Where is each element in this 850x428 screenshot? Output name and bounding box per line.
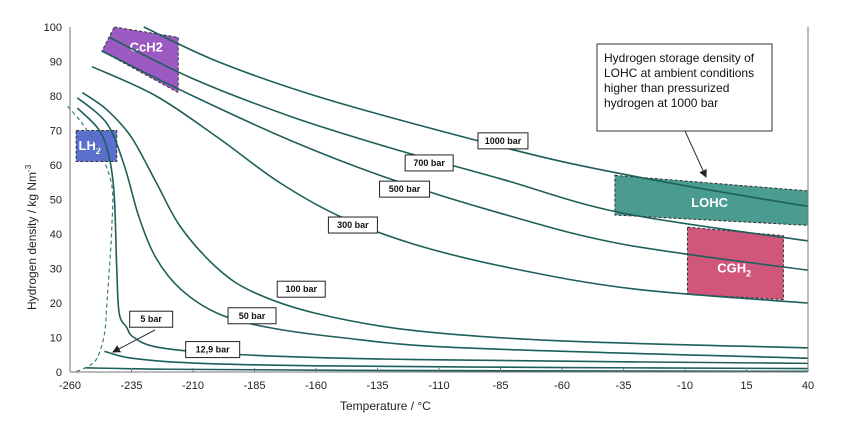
annotation-text-line: hydrogen at 1000 bar bbox=[604, 96, 718, 110]
y-tick-label: 30 bbox=[50, 264, 62, 276]
series-label: 100 bar bbox=[285, 284, 317, 294]
annotation-arrow bbox=[684, 130, 707, 178]
label-box-border bbox=[227, 307, 277, 325]
label-box-border bbox=[404, 154, 454, 172]
x-tick-label: -110 bbox=[428, 380, 449, 392]
y-tick-label: 20 bbox=[50, 298, 62, 310]
x-tick-label: 40 bbox=[802, 380, 814, 392]
region-label-text: CcH2 bbox=[130, 40, 163, 55]
series-label-box: 5 bar bbox=[129, 310, 174, 328]
region-label: LOHC bbox=[691, 195, 728, 210]
isobar-line-5-bar bbox=[104, 350, 809, 370]
y-axis-title-text: Hydrogen density / kg Nm bbox=[25, 172, 39, 310]
x-tick-label: -10 bbox=[677, 380, 693, 392]
y-tick-label: 10 bbox=[50, 333, 62, 345]
isobar-line-12-9-bar bbox=[76, 107, 809, 365]
y-tick-label: 90 bbox=[50, 57, 62, 69]
x-tick-label: -160 bbox=[305, 380, 327, 392]
series-label-box: 300 bar bbox=[327, 216, 378, 234]
label-box-border bbox=[477, 132, 529, 150]
x-tick-label: -235 bbox=[120, 380, 142, 392]
label-box-border bbox=[276, 280, 326, 298]
isobar-line-1000-bar bbox=[143, 26, 809, 208]
annotation-text-line: higher than pressurized bbox=[604, 81, 729, 95]
annotation-text-line: Hydrogen storage density of bbox=[604, 51, 755, 65]
region-cgh bbox=[686, 226, 784, 301]
y-tick-label: 0 bbox=[56, 367, 62, 379]
label-box-border bbox=[327, 216, 378, 234]
x-axis-title: Temperature / °C bbox=[340, 399, 431, 413]
5-bar-arrow bbox=[112, 329, 156, 353]
region-label-subscript: 2 bbox=[746, 269, 751, 279]
series-label: 1000 bar bbox=[485, 136, 522, 146]
series-label-box: 1000 bar bbox=[477, 132, 529, 150]
series-label: 500 bar bbox=[389, 184, 421, 194]
isobar-line-100-bar bbox=[81, 91, 809, 349]
series-label-box: 12,9 bar bbox=[185, 341, 241, 359]
x-tick-label: -85 bbox=[493, 380, 509, 392]
label-box-border bbox=[379, 180, 431, 198]
region-label-text: LH bbox=[79, 138, 96, 153]
x-tick-label: -260 bbox=[59, 380, 81, 392]
series-label: 300 bar bbox=[337, 220, 369, 230]
annotation-text-line: LOHC at ambient conditions bbox=[604, 66, 754, 80]
series-label: 5 bar bbox=[140, 314, 162, 324]
y-axis-title-superscript: -3 bbox=[24, 164, 33, 172]
x-tick-label: -185 bbox=[243, 380, 265, 392]
series-label-box: 700 bar bbox=[404, 154, 454, 172]
series-label: 12,9 bar bbox=[196, 345, 231, 355]
series-label-box: 500 bar bbox=[379, 180, 431, 198]
label-box-border bbox=[185, 341, 241, 359]
region-label: CGH2 bbox=[717, 261, 751, 279]
series-label: 50 bar bbox=[239, 311, 266, 321]
region-label: LH2 bbox=[79, 138, 101, 156]
region-label-text: CGH bbox=[717, 261, 746, 276]
y-tick-label: 50 bbox=[50, 195, 62, 207]
label-box-border bbox=[129, 310, 174, 328]
annotation-box bbox=[596, 43, 773, 132]
y-tick-label: 60 bbox=[50, 160, 62, 172]
y-axis-title: Hydrogen density / kg Nm-3 bbox=[24, 164, 39, 310]
isobar-line-700-bar bbox=[109, 36, 809, 242]
series-label: 700 bar bbox=[413, 158, 445, 168]
saturation-curve bbox=[67, 105, 114, 373]
series-label-box: 100 bar bbox=[276, 280, 326, 298]
y-tick-label: 80 bbox=[50, 91, 62, 103]
x-tick-label: 15 bbox=[740, 380, 752, 392]
x-tick-label: -210 bbox=[182, 380, 204, 392]
series-label-box: 50 bar bbox=[227, 307, 277, 325]
region-label-text: LOHC bbox=[691, 195, 728, 210]
region-label-subscript: 2 bbox=[96, 146, 101, 156]
region-label: CcH2 bbox=[130, 40, 163, 55]
region-lohc bbox=[614, 174, 809, 226]
isobar-line-low-pressure bbox=[84, 367, 809, 373]
x-tick-label: -35 bbox=[616, 380, 632, 392]
y-tick-label: 40 bbox=[50, 229, 62, 241]
x-tick-label: -135 bbox=[366, 380, 388, 392]
isobar-line-50-bar bbox=[76, 97, 809, 359]
y-tick-label: 70 bbox=[50, 126, 62, 138]
x-tick-label: -60 bbox=[554, 380, 570, 392]
y-tick-label: 100 bbox=[44, 22, 62, 34]
